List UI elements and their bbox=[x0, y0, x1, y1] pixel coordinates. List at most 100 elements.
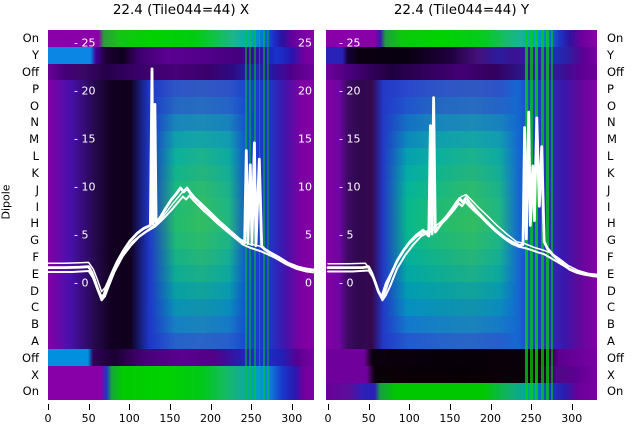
heatmap-row-e bbox=[326, 265, 597, 283]
dipole-label-m: M bbox=[607, 132, 617, 147]
heatmap-row-j bbox=[326, 181, 597, 199]
panel-title-y: 22.4 (Tile044=44) Y bbox=[393, 2, 530, 18]
x-tick-mark bbox=[409, 404, 411, 410]
dipole-label-g: G bbox=[30, 233, 39, 248]
inner-y-tick-label: - 0 bbox=[74, 276, 89, 290]
dipole-label-l: L bbox=[607, 149, 614, 164]
heatmap-row-d bbox=[326, 282, 597, 299]
x-tick-mark bbox=[571, 404, 573, 410]
heatmap-row-y bbox=[48, 46, 314, 64]
dipole-label-k: K bbox=[607, 165, 615, 180]
dipole-label-on: On bbox=[607, 384, 624, 399]
x-tick-label: 150 bbox=[439, 412, 461, 425]
dipole-labels-right: On Y Off P O N M L K J I H G F E D C B A Off X On bbox=[600, 30, 640, 400]
inner-y-tick-label: - 25 bbox=[339, 36, 361, 50]
x-tick-label: 50 bbox=[361, 412, 376, 425]
inner-y-tick-label: 10 bbox=[298, 180, 312, 194]
dipole-label-l: L bbox=[32, 149, 39, 164]
inner-y-tick-label: - 20 bbox=[339, 84, 361, 98]
dipole-label-on: On bbox=[22, 31, 39, 46]
heatmap-row-a bbox=[326, 332, 597, 350]
dipole-label-on: On bbox=[22, 384, 39, 399]
dipole-label-i: I bbox=[35, 199, 39, 214]
x-tick-label: 250 bbox=[520, 412, 542, 425]
heatmap-row-o bbox=[326, 97, 597, 115]
x-tick-mark bbox=[490, 404, 492, 410]
heatmap-row-off bbox=[48, 63, 314, 81]
dipole-label-x: X bbox=[607, 367, 615, 382]
dipole-label-n: N bbox=[607, 115, 616, 130]
dipole-label-p: P bbox=[607, 81, 614, 96]
dipole-label-i: I bbox=[607, 199, 611, 214]
dipole-label-x: X bbox=[31, 367, 39, 382]
dipole-label-j: J bbox=[607, 182, 611, 197]
heatmap-row-off bbox=[48, 349, 314, 367]
heatmap-row-k bbox=[326, 164, 597, 182]
heatmap-row-b bbox=[48, 315, 314, 333]
heatmap-row-o bbox=[48, 97, 314, 115]
heatmap-row-off bbox=[326, 63, 597, 81]
x-tick-label: 300 bbox=[561, 412, 583, 425]
dipole-label-p: P bbox=[32, 81, 39, 96]
dipole-label-off: Off bbox=[22, 65, 39, 80]
x-tick-label: 50 bbox=[81, 412, 96, 425]
heatmap-row-off bbox=[326, 349, 597, 367]
dipole-label-d: D bbox=[30, 283, 39, 298]
dipole-label-g: G bbox=[607, 233, 616, 248]
heatmap-row-on bbox=[326, 383, 597, 400]
dipole-label-c: C bbox=[30, 300, 39, 315]
x-tick-mark bbox=[291, 404, 293, 410]
heatmap-row-g bbox=[326, 231, 597, 249]
dipole-label-off: Off bbox=[22, 350, 39, 365]
x-tick-mark bbox=[251, 404, 253, 410]
heatmap-row-c bbox=[48, 299, 314, 316]
x-tick-mark bbox=[88, 404, 90, 410]
inner-y-tick-label: - 15 bbox=[74, 132, 96, 146]
dipole-labels-left: On Y Off P O N M L K J I H G F E D C B A Off X On bbox=[0, 30, 44, 400]
x-tick-mark bbox=[531, 404, 533, 410]
heatmap-row-f bbox=[48, 248, 314, 266]
dipole-label-o: O bbox=[607, 98, 617, 113]
inner-y-tick-label: - 0 bbox=[339, 276, 354, 290]
x-tick-mark bbox=[210, 404, 212, 410]
x-tick-mark bbox=[368, 404, 370, 410]
dipole-label-e: E bbox=[607, 266, 615, 281]
heatmap-row-on bbox=[48, 30, 314, 47]
dipole-label-d: D bbox=[607, 283, 616, 298]
dipole-label-b: B bbox=[607, 317, 615, 332]
x-tick-mark bbox=[449, 404, 451, 410]
heatmap-row-h bbox=[326, 214, 597, 232]
x-tick-label: 200 bbox=[480, 412, 502, 425]
heatmap-row-n bbox=[48, 114, 314, 131]
heatmap-row-on bbox=[48, 383, 314, 400]
inner-y-tick-label: 20 bbox=[298, 84, 312, 98]
heatmap-row-f bbox=[326, 248, 597, 266]
x-tick-label: 150 bbox=[159, 412, 181, 425]
inner-y-tick-label: - 5 bbox=[74, 228, 89, 242]
dipole-label-b: B bbox=[31, 317, 39, 332]
x-tick-label: 300 bbox=[281, 412, 303, 425]
heatmap-row-l bbox=[326, 147, 597, 165]
inner-y-tick-label: 0 bbox=[305, 276, 312, 290]
heatmap-row-p bbox=[326, 80, 597, 98]
heatmap-row-a bbox=[48, 332, 314, 350]
inner-y-tick-label: 5 bbox=[305, 228, 312, 242]
heatmap-row-on bbox=[326, 30, 597, 47]
dipole-label-off: Off bbox=[607, 350, 624, 365]
dipole-label-j: J bbox=[35, 182, 39, 197]
dipole-label-e: E bbox=[31, 266, 39, 281]
panel-title-x: 22.4 (Tile044=44) X bbox=[112, 2, 250, 18]
dipole-label-a: A bbox=[31, 334, 39, 349]
dipole-label-h: H bbox=[607, 216, 616, 231]
dipole-label-c: C bbox=[607, 300, 616, 315]
dipole-label-k: K bbox=[31, 165, 39, 180]
dipole-label-n: N bbox=[30, 115, 39, 130]
x-tick-mark bbox=[129, 404, 131, 410]
inner-y-tick-label: - 10 bbox=[74, 180, 96, 194]
inner-y-tick-label: 15 bbox=[298, 132, 312, 146]
x-tick-label: 0 bbox=[44, 412, 52, 425]
dipole-label-f: F bbox=[32, 249, 39, 264]
x-tick-label: 0 bbox=[324, 412, 332, 425]
heatmap-row-k bbox=[48, 164, 314, 182]
